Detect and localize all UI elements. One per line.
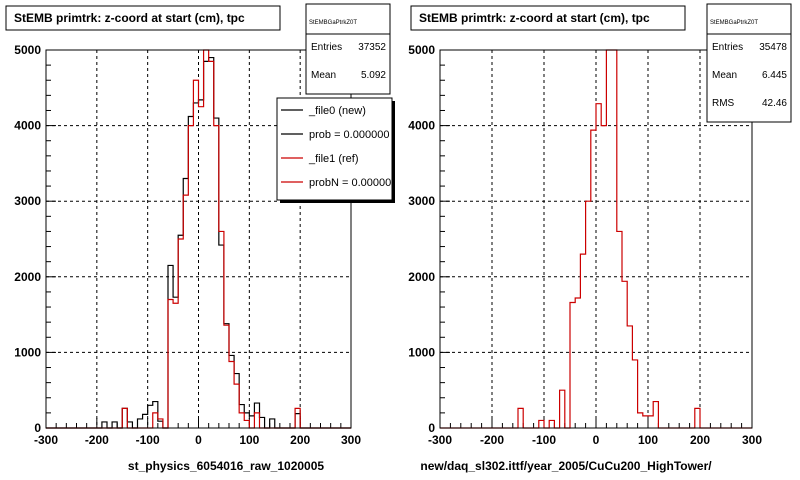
stats-key: RMS xyxy=(712,98,735,109)
y-tick-label: 4000 xyxy=(408,119,435,133)
legend-label: _file0 (new) xyxy=(308,105,366,117)
title-box xyxy=(410,5,686,31)
y-tick-label: 2000 xyxy=(408,270,435,284)
stats-value: 37352 xyxy=(358,42,386,53)
stats-histogram-name: StEMBGaPtrkZ0T xyxy=(309,20,357,26)
legend-entries: _file0 (new) prob = 0.000000 _file1 (ref) p… xyxy=(281,105,397,189)
y-tick-label: 3000 xyxy=(408,194,435,208)
y-tick-label: 5000 xyxy=(408,43,435,57)
x-tick-label: -200 xyxy=(480,433,504,447)
x-tick-label: -300 xyxy=(34,433,58,447)
y-tick-label: 0 xyxy=(428,421,435,435)
x-tick-label: 100 xyxy=(239,433,259,447)
chart-title: StEMB primtrk: z-coord at start (cm), tp… xyxy=(14,11,245,25)
y-tick-label: 4000 xyxy=(14,119,41,133)
legend-box xyxy=(276,97,393,201)
stats-value: 35478 xyxy=(759,42,787,53)
stats-value: 5.092 xyxy=(361,70,386,81)
histogram-series-ref xyxy=(440,49,752,429)
legend-label: _file1 (ref) xyxy=(308,153,359,165)
plot-frame xyxy=(45,49,352,429)
x-tick-label: 300 xyxy=(341,433,361,447)
legend-label: prob = 0.000000 xyxy=(309,129,389,141)
stats-key: Mean xyxy=(311,70,336,81)
x-tick-label: -100 xyxy=(532,433,556,447)
stats-box xyxy=(305,3,391,95)
histogram-pad-1: -300 -200 -100 0 100 200 300010002000300040005… xyxy=(5,3,397,473)
chart-title: StEMB primtrk: z-coord at start (cm), tp… xyxy=(419,11,650,25)
legend-label: probN = 0.000000 xyxy=(309,177,397,189)
y-tick-label: 0 xyxy=(34,421,41,435)
x-tick-label: -300 xyxy=(428,433,452,447)
title-box xyxy=(5,5,281,31)
y-tick-label: 5000 xyxy=(14,43,41,57)
stats-value: 42.46 xyxy=(762,98,787,109)
x-tick-label: 0 xyxy=(195,433,202,447)
stats-histogram-name: StEMBGaPtrkZ0T xyxy=(710,20,758,26)
y-tick-label: 1000 xyxy=(408,345,435,359)
stats-key: Entries xyxy=(712,42,743,53)
histogram-pad-2: -300 -200 -100 0 100 200 300010002000300040005… xyxy=(408,3,792,473)
x-tick-label: 200 xyxy=(290,433,310,447)
x-tick-label: -100 xyxy=(136,433,160,447)
x-axis-label: new/daq_sl302.ittf/year_2005/CuCu200_Hig… xyxy=(420,459,712,473)
stats-box xyxy=(706,3,792,123)
stats-value: 6.445 xyxy=(762,70,787,81)
x-axis-label: st_physics_6054016_raw_1020005 xyxy=(128,459,324,473)
y-tick-label: 3000 xyxy=(14,194,41,208)
x-tick-label: 300 xyxy=(742,433,762,447)
stats-key: Entries xyxy=(311,42,342,53)
y-tick-label: 1000 xyxy=(14,345,41,359)
y-tick-label: 2000 xyxy=(14,270,41,284)
plot-frame xyxy=(439,49,753,429)
x-tick-label: 100 xyxy=(638,433,658,447)
x-tick-label: 0 xyxy=(593,433,600,447)
x-tick-label: -200 xyxy=(85,433,109,447)
x-tick-label: 200 xyxy=(690,433,710,447)
stats-key: Mean xyxy=(712,70,737,81)
